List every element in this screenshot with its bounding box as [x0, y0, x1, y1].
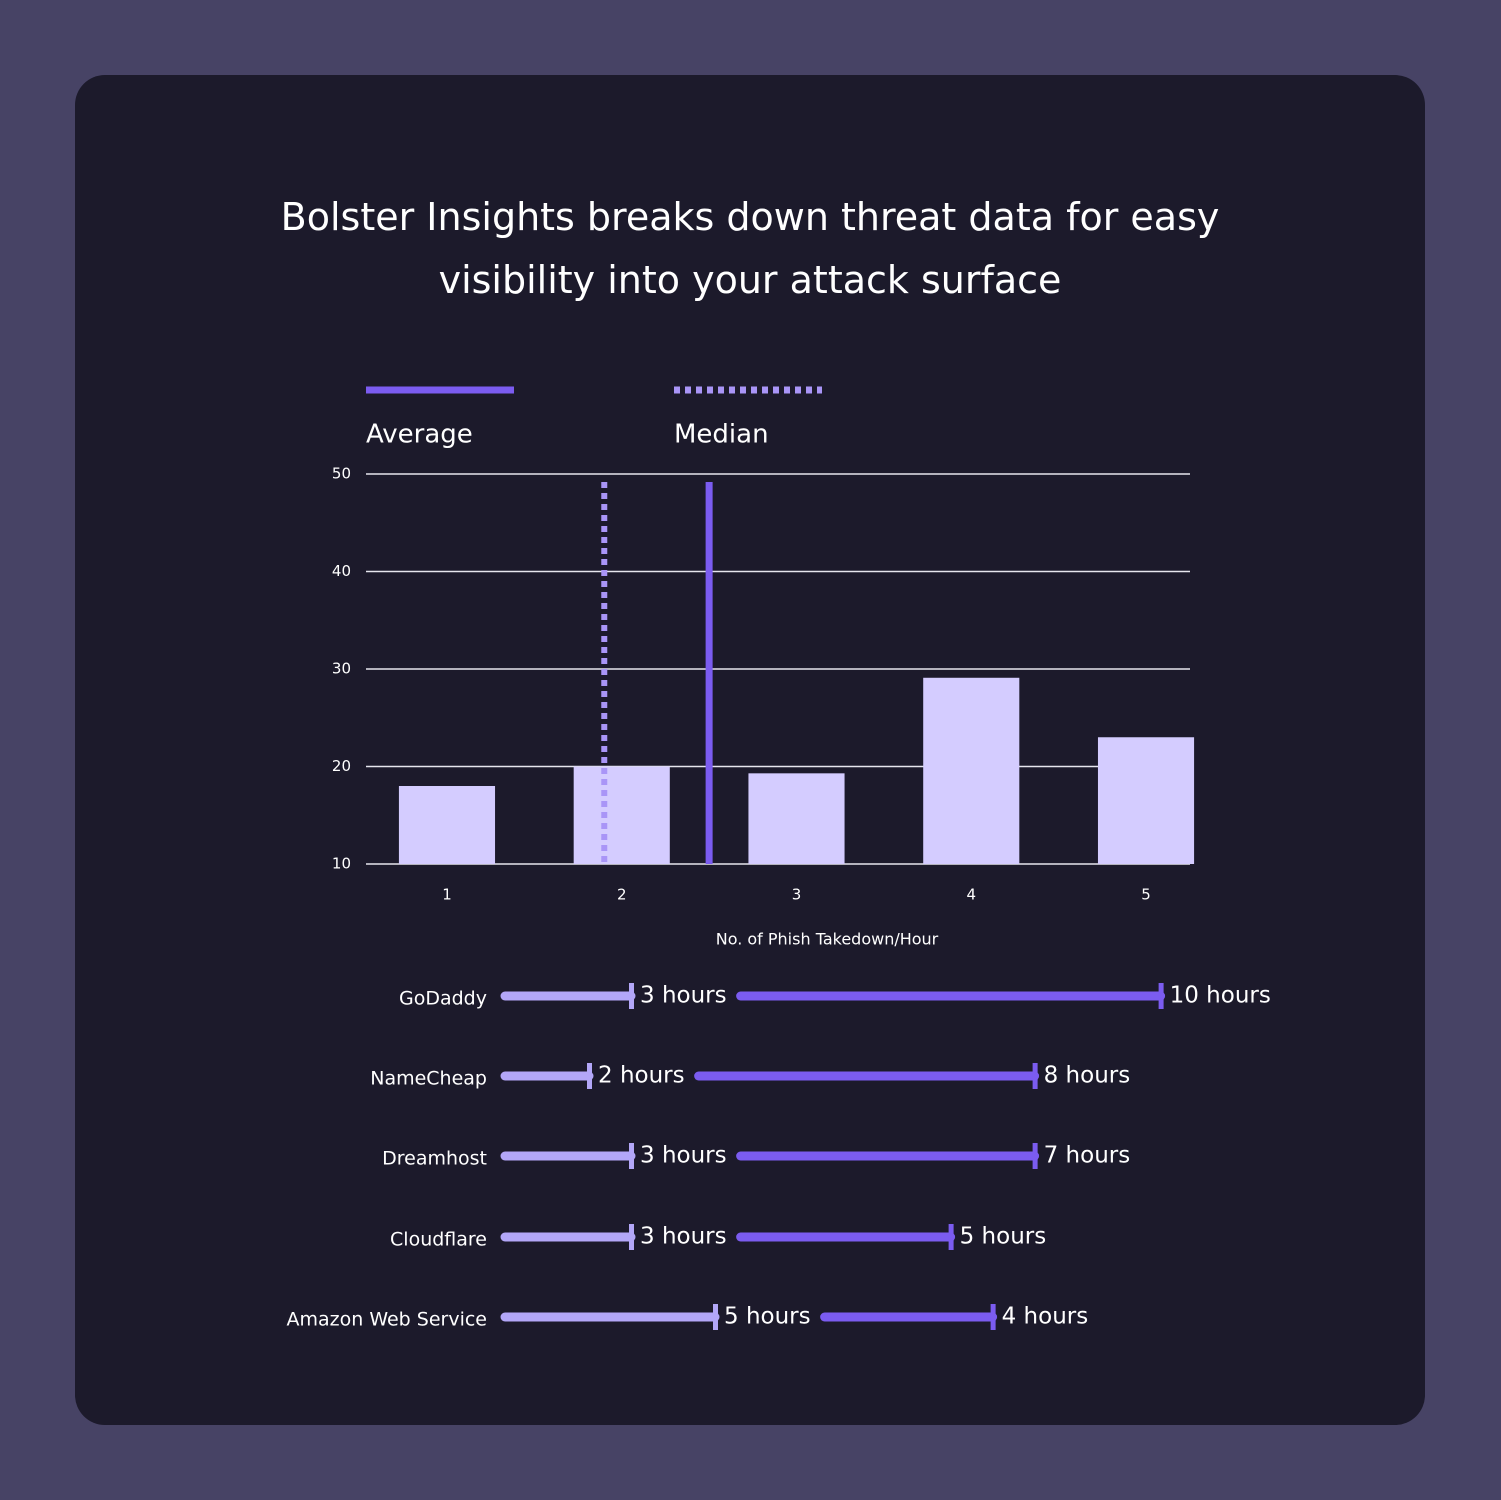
segment-cap — [1158, 983, 1164, 1009]
y-tick-label: 20 — [332, 757, 351, 775]
bar — [923, 677, 1020, 864]
category-label: GoDaddy — [399, 988, 487, 1010]
segment-cap — [1032, 1063, 1038, 1089]
segment-cap — [713, 1304, 718, 1330]
x-tick-label: 1 — [442, 886, 452, 904]
segment-cap — [990, 1304, 996, 1330]
legend-label: Median — [674, 420, 769, 450]
value-label: 3 hours — [640, 1224, 727, 1250]
category-label: Cloudflare — [390, 1229, 487, 1251]
legend-label: Average — [366, 420, 473, 450]
y-tick-label: 10 — [332, 855, 351, 873]
x-axis-label: No. of Phish Takedown/Hour — [716, 930, 939, 949]
value-label: 2 hours — [598, 1063, 685, 1089]
bar — [1097, 737, 1195, 864]
value-label: 5 hours — [960, 1224, 1047, 1250]
value-label: 7 hours — [1044, 1143, 1131, 1169]
bar — [573, 766, 670, 864]
value-label: 3 hours — [640, 983, 727, 1009]
segment-cap — [629, 983, 634, 1009]
y-tick-label: 50 — [332, 465, 351, 483]
value-label: 10 hours — [1170, 983, 1271, 1009]
bar — [398, 786, 496, 864]
x-tick-label: 5 — [1141, 886, 1151, 904]
segment-cap — [629, 1143, 634, 1169]
category-label: Amazon Web Service — [286, 1309, 487, 1331]
y-tick-label: 30 — [332, 660, 351, 678]
value-label: 5 hours — [724, 1304, 811, 1330]
title: Bolster Insights breaks down threat data… — [280, 195, 1220, 302]
segment-cap — [1032, 1143, 1038, 1169]
y-tick-label: 40 — [332, 562, 351, 580]
x-tick-label: 4 — [966, 886, 976, 904]
x-tick-label: 3 — [792, 886, 802, 904]
segment-cap — [629, 1224, 634, 1250]
category-label: NameCheap — [370, 1068, 487, 1090]
value-label: 4 hours — [1002, 1304, 1089, 1330]
segment-cap — [948, 1224, 954, 1250]
category-label: Dreamhost — [382, 1148, 487, 1170]
x-tick-label: 2 — [617, 886, 627, 904]
segment-cap — [587, 1063, 592, 1089]
bar — [748, 773, 845, 864]
value-label: 3 hours — [640, 1143, 727, 1169]
value-label: 8 hours — [1044, 1063, 1131, 1089]
card — [75, 75, 1425, 1425]
